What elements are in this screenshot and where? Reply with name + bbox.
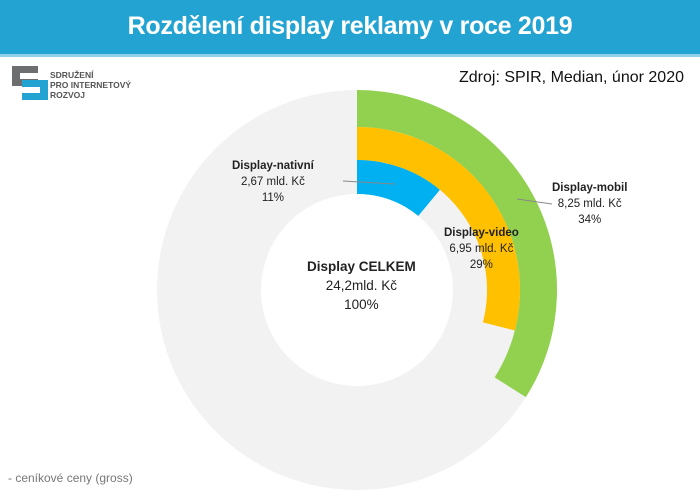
- label-mobil-name: Display-mobil: [552, 182, 628, 194]
- label-video: Display-video 6,95 mld. Kč 29%: [444, 225, 519, 273]
- label-video-name: Display-video: [444, 227, 519, 239]
- label-total-percent: 100%: [344, 297, 379, 312]
- segment-display-video: [357, 127, 520, 331]
- label-nativni-percent: 11%: [261, 192, 284, 204]
- logo-line: SDRUŽENÍ: [50, 70, 94, 80]
- leader-line-nativni: [342, 180, 396, 185]
- segment-display-mobil: [357, 90, 557, 398]
- label-mobil: Display-mobil 8,25 mld. Kč 34%: [552, 180, 627, 228]
- label-nativni-value: 2,67 mld. Kč: [240, 176, 305, 188]
- center-hole: [261, 194, 453, 386]
- page-title: Rozdělení display reklamy v roce 2019: [127, 12, 573, 40]
- label-total: Display CELKEM 24,2mld. Kč 100%: [307, 257, 416, 314]
- label-video-percent: 29%: [469, 259, 493, 271]
- label-mobil-percent: 34%: [578, 214, 602, 226]
- source-text: Zdroj: SPIR, Median, únor 2020: [458, 69, 684, 86]
- label-mobil-value: 8,25 mld. Kč: [557, 198, 622, 210]
- label-nativni: Display-nativní 2,67 mld. Kč 11%: [232, 158, 314, 206]
- segment-display-nativn-: [357, 160, 440, 217]
- label-nativni-name: Display-nativní: [232, 160, 314, 172]
- label-video-value: 6,95 mld. Kč: [449, 243, 514, 255]
- logo-line: PRO INTERNETOVÝ: [50, 80, 132, 90]
- label-total-value: 24,2mld. Kč: [325, 278, 398, 293]
- leader-line-mobil: [516, 198, 553, 205]
- header-bar: Rozdělení display reklamy v roce 2019: [0, 0, 700, 57]
- footnote: - ceníkové ceny (gross): [8, 471, 133, 485]
- spir-logo-icon: [12, 66, 48, 100]
- logo-line: ROZVOJ: [50, 90, 85, 100]
- logo-text: SDRUŽENÍ PRO INTERNETOVÝ ROZVOJ: [50, 70, 131, 100]
- label-total-name: Display CELKEM: [307, 259, 416, 274]
